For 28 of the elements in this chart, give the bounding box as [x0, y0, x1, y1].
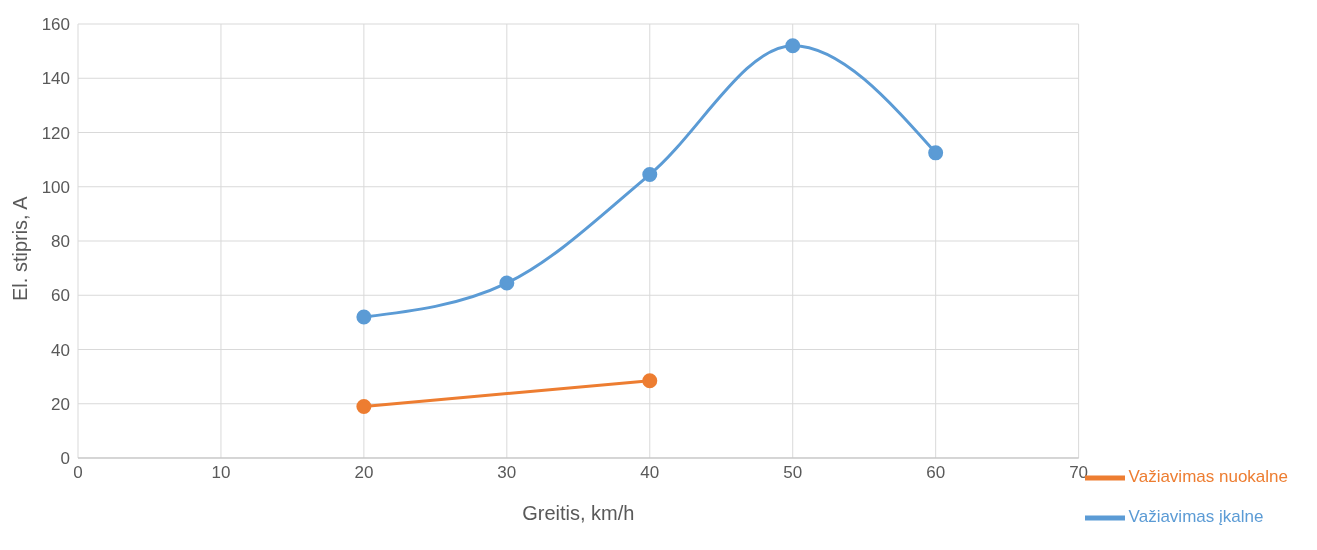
point [499, 275, 515, 291]
point [642, 167, 658, 183]
point [785, 38, 801, 54]
point [928, 145, 944, 161]
y-tick-label: 40 [51, 340, 70, 360]
x-tick-label: 30 [497, 463, 517, 483]
x-axis-title: Greitis, km/h [522, 502, 635, 524]
y-tick-label: 80 [51, 232, 70, 252]
y-tick-label: 160 [41, 15, 70, 35]
y-axis-title: El. stipris, A [9, 195, 32, 301]
x-tick-label: 60 [926, 463, 946, 483]
y-tick-label: 140 [41, 69, 70, 89]
point [356, 398, 372, 414]
point [356, 309, 372, 325]
y-tick-label: 0 [60, 449, 70, 469]
x-tick-label: 10 [211, 463, 231, 483]
x-tick-label: 20 [354, 463, 374, 483]
x-tick-label: 50 [783, 463, 803, 483]
x-tick-label: 0 [73, 463, 83, 483]
x-tick-label: 70 [1069, 463, 1089, 483]
y-tick-label: 60 [51, 286, 70, 306]
y-tick-label: 100 [41, 177, 70, 197]
y-tick-label: 20 [51, 394, 70, 414]
point [642, 373, 658, 389]
legend-label: Važiavimas įkalne [1128, 507, 1264, 527]
legend-label: Važiavimas nuokalne [1128, 467, 1288, 487]
x-tick-label: 40 [640, 463, 660, 483]
y-tick-label: 120 [41, 123, 70, 143]
